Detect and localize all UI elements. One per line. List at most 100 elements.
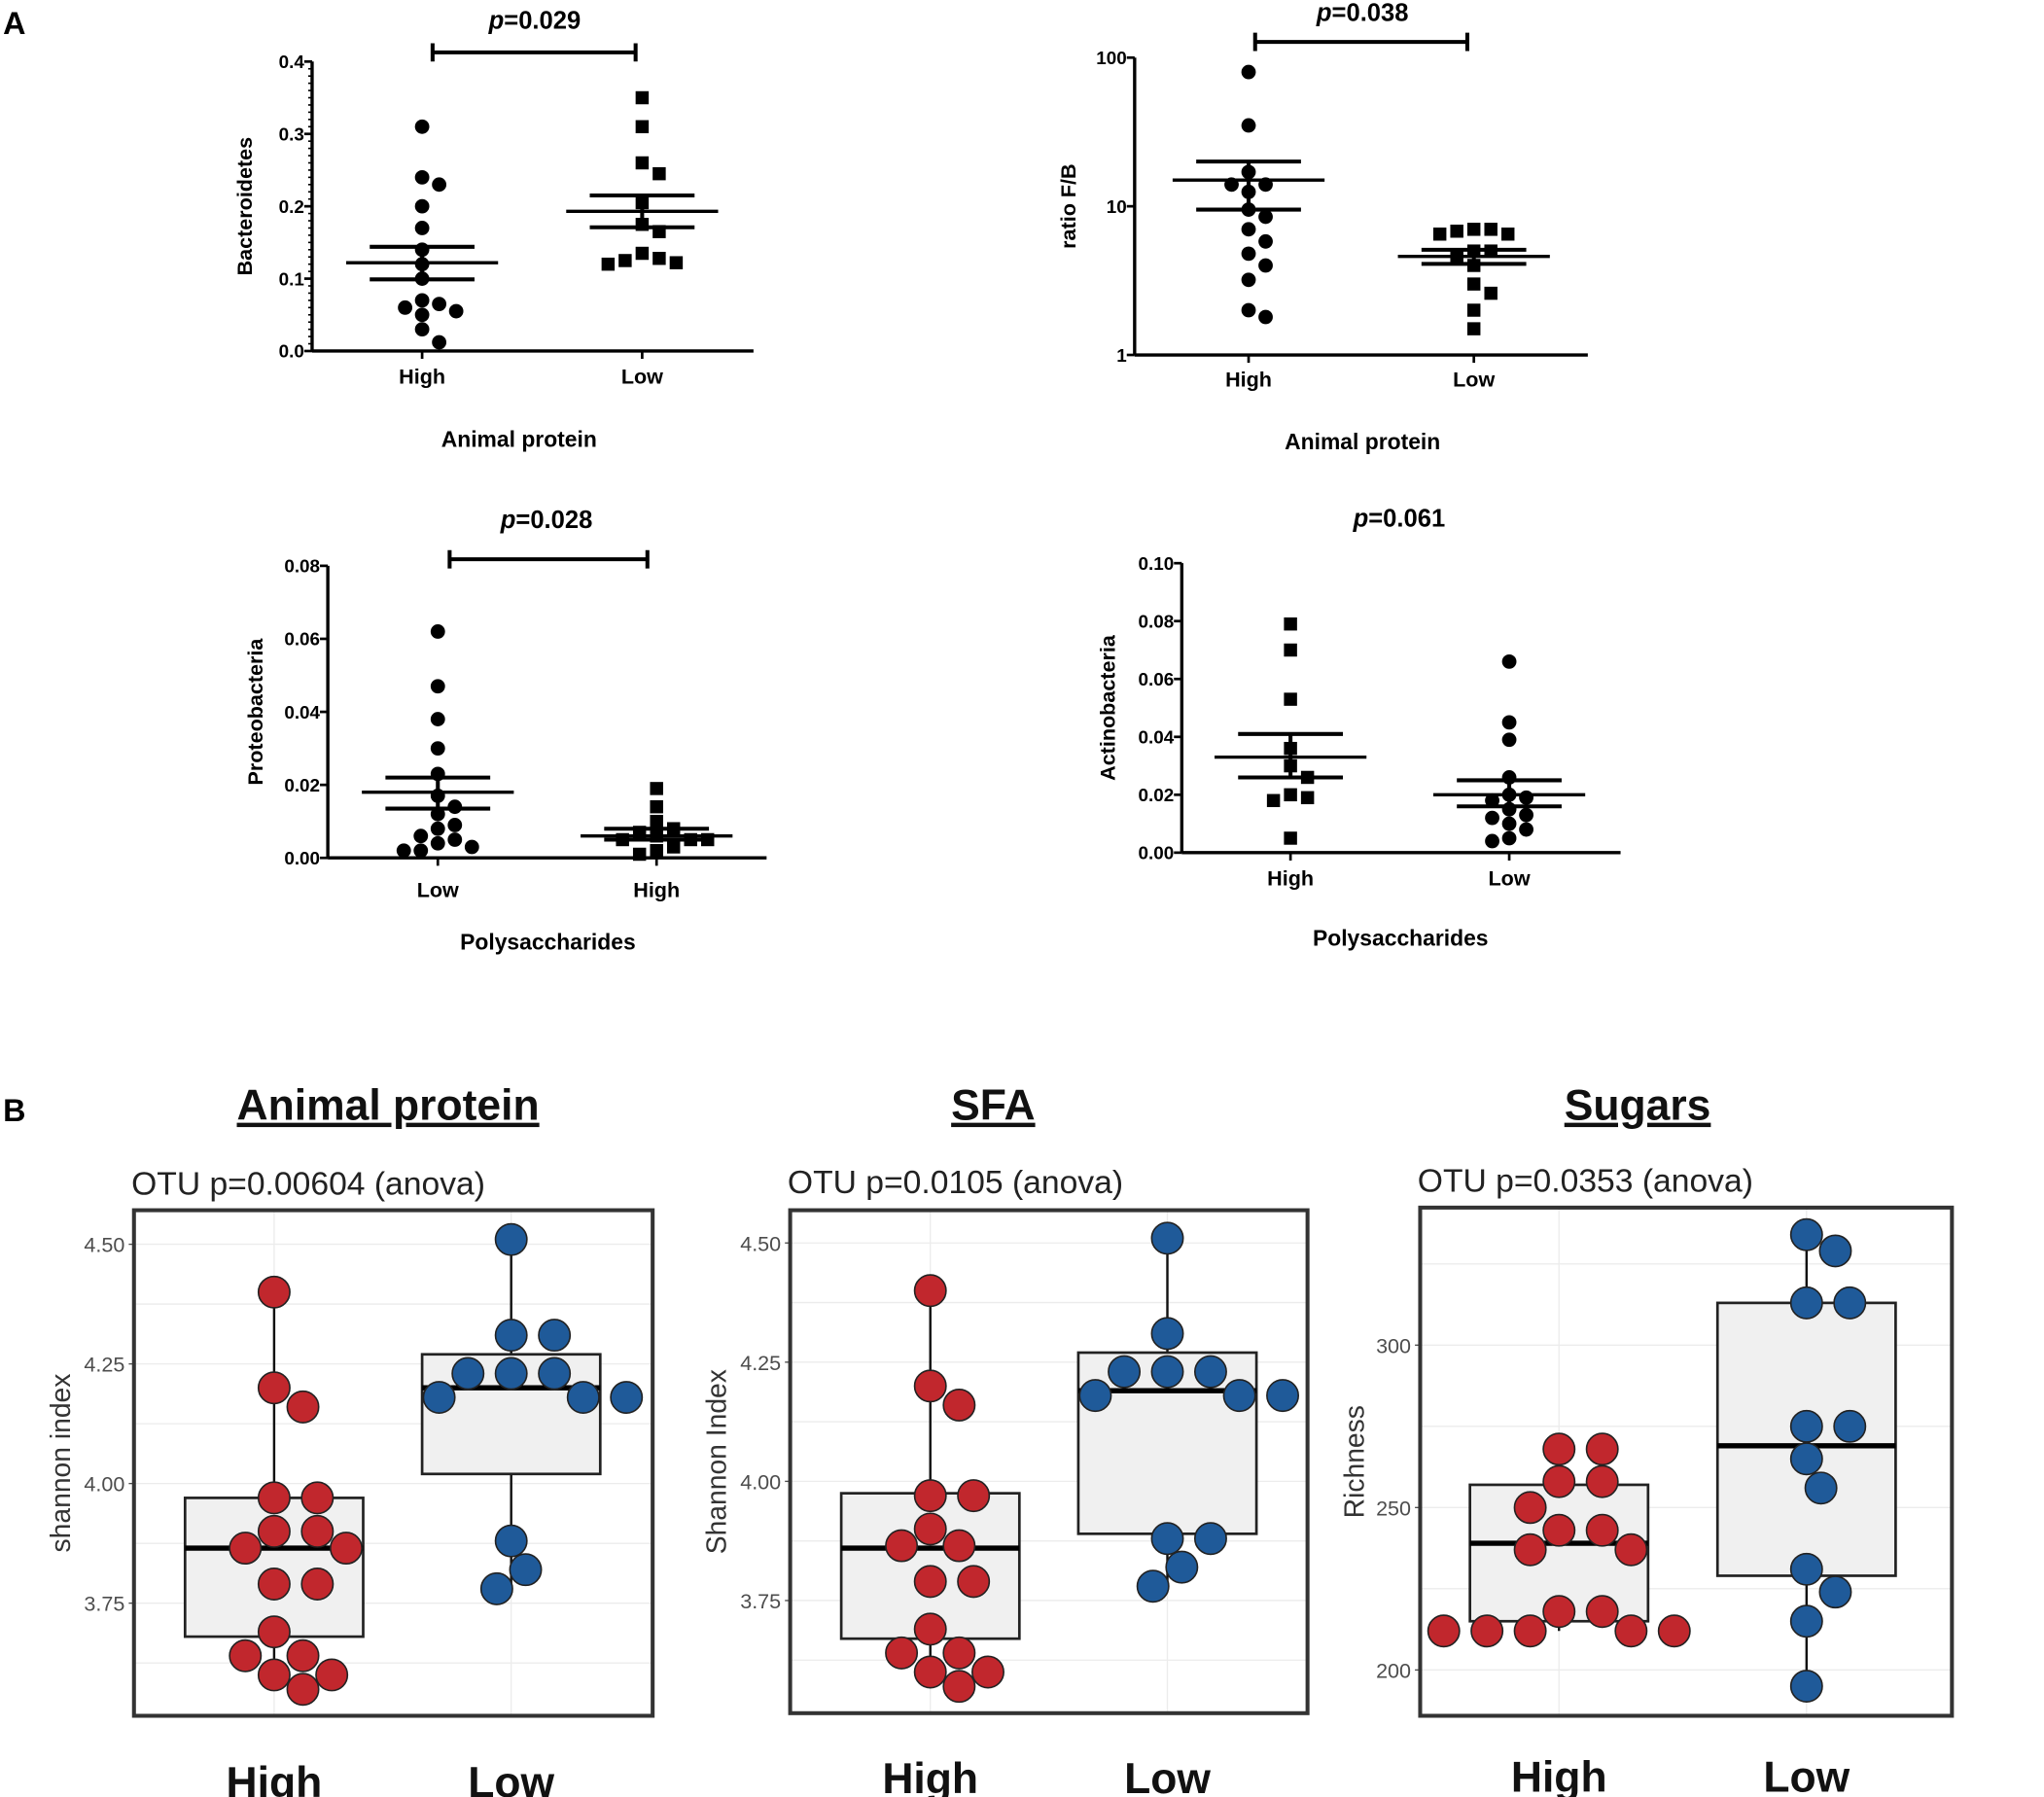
data-point-high [913, 1612, 947, 1646]
significance-bracket [1252, 32, 1469, 52]
data-point-square [635, 156, 650, 170]
data-point-high [1542, 1432, 1576, 1466]
data-point-low [1789, 1442, 1823, 1476]
chart-title: SFA [951, 1082, 1035, 1130]
data-point-low [1818, 1575, 1852, 1609]
y-tick-label: 4.25 [740, 1351, 781, 1375]
x-tick-label: Low [1489, 866, 1531, 891]
data-point-high [257, 1371, 291, 1405]
data-point-square [650, 799, 663, 814]
data-point-low [494, 1222, 528, 1256]
data-point-circle [413, 828, 429, 844]
data-point-square [1466, 322, 1481, 335]
data-point-low [1150, 1221, 1184, 1255]
data-point-circle [1258, 209, 1273, 225]
panel-label-a: A [3, 6, 25, 41]
data-point-low [538, 1357, 572, 1391]
data-point-circle [1501, 715, 1517, 730]
x-tick-label: Low [621, 365, 663, 389]
chart-title: Sugars [1565, 1082, 1711, 1130]
x-axis-label: Polysaccharides [460, 930, 636, 955]
y-tick-label: 4.25 [84, 1353, 124, 1377]
data-point-high [1470, 1614, 1504, 1648]
data-point-square [618, 254, 632, 267]
data-point-circle [1241, 272, 1256, 288]
p-symbol: p [1353, 505, 1369, 532]
data-point-low [1789, 1604, 1823, 1638]
data-point-circle [1519, 807, 1533, 823]
y-tick-label: 4.50 [84, 1233, 124, 1257]
data-point-circle [414, 221, 430, 235]
plot-frame [788, 1208, 1310, 1715]
data-point-low [422, 1381, 456, 1415]
data-point-square [666, 840, 681, 854]
y-tick-label: 0.2 [279, 196, 304, 217]
data-point-high [913, 1512, 947, 1546]
data-point-low [1789, 1217, 1823, 1251]
data-point-circle [396, 843, 411, 859]
data-point-high [315, 1658, 349, 1692]
y-tick-label: 4.00 [84, 1472, 124, 1497]
data-point-circle [1241, 64, 1256, 80]
data-point-high [257, 1567, 291, 1601]
data-point-circle [447, 818, 463, 832]
p-symbol: p [488, 8, 505, 35]
p-symbol: p [500, 507, 516, 534]
data-point-high [971, 1655, 1004, 1689]
data-point-circle [1501, 816, 1517, 831]
data-point-low [1150, 1355, 1184, 1389]
data-point-circle [414, 198, 430, 214]
data-point-low [1789, 1409, 1823, 1443]
chart-subtitle: OTU p=0.0353 (anova) [1418, 1164, 1753, 1200]
data-point-square [1284, 617, 1297, 631]
x-tick-label: High [1511, 1754, 1607, 1797]
data-point-low [494, 1357, 528, 1391]
data-point-low [1222, 1379, 1256, 1413]
y-tick-label: 4.00 [740, 1469, 781, 1494]
data-point-high [1585, 1432, 1619, 1466]
x-tick-label: Low [417, 878, 459, 902]
data-point-circle [414, 169, 430, 185]
data-point-square [650, 844, 663, 858]
y-tick-label: 0.1 [279, 268, 304, 289]
data-point-circle [1241, 222, 1256, 237]
significance-bracket [430, 43, 638, 62]
data-point-low [1789, 1552, 1823, 1586]
data-point-circle [1485, 810, 1499, 826]
y-tick-label: 1 [1116, 345, 1126, 366]
p-value-label: p=0.061 [1353, 505, 1446, 532]
y-tick-label: 0.04 [284, 702, 320, 722]
data-point-square [1450, 225, 1463, 238]
data-point-square [1466, 223, 1481, 236]
data-point-square [1266, 793, 1281, 808]
data-point-circle [432, 177, 447, 193]
significance-bracket [447, 549, 650, 569]
data-point-square [652, 251, 666, 265]
data-point-circle [430, 624, 445, 639]
data-point-circle [430, 741, 445, 757]
p-value-label: p=0.038 [1316, 0, 1409, 27]
data-point-high [1513, 1614, 1547, 1648]
data-point-square [1500, 228, 1515, 241]
y-tick-label: 0.02 [1139, 785, 1175, 805]
data-point-high [286, 1638, 320, 1673]
p-symbol: p [1316, 0, 1332, 27]
data-point-high [913, 1479, 947, 1513]
data-point-high [229, 1638, 263, 1673]
y-tick-label: 300 [1376, 1333, 1411, 1357]
data-point-square [650, 782, 663, 795]
data-point-high [286, 1390, 320, 1424]
data-point-circle [414, 119, 430, 134]
data-point-square [1284, 831, 1297, 845]
x-tick-label: Low [1124, 1755, 1211, 1797]
data-point-low [1193, 1522, 1227, 1556]
data-point-high [1513, 1491, 1547, 1525]
data-point-high [1513, 1533, 1547, 1567]
data-point-high [257, 1514, 291, 1548]
data-point-high [1614, 1614, 1648, 1648]
data-point-circle [1485, 833, 1499, 849]
data-point-low [509, 1553, 543, 1587]
data-point-low [451, 1357, 485, 1391]
panel-label-b: B [3, 1093, 25, 1128]
y-tick-label: 0.3 [279, 123, 304, 144]
